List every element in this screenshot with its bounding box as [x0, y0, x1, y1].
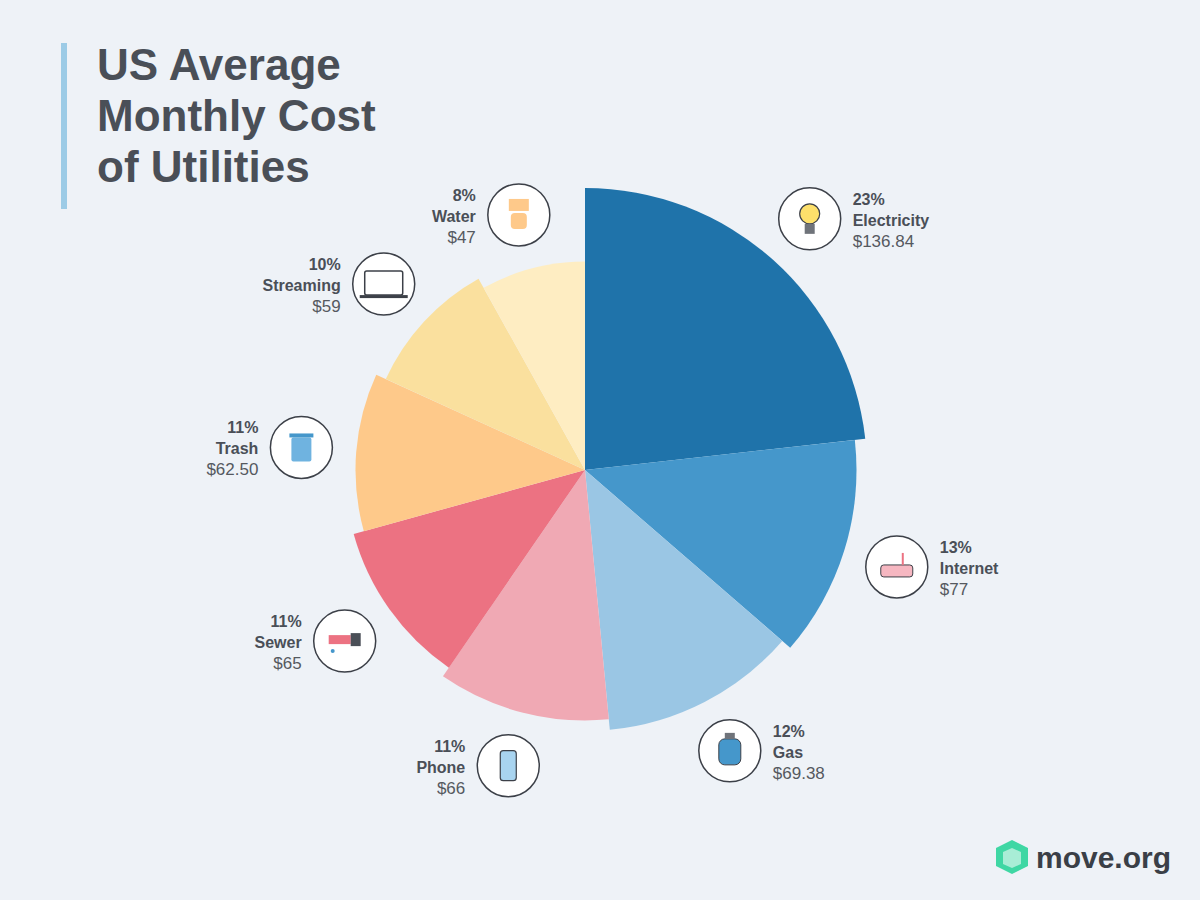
slice	[585, 188, 865, 470]
logo-icon	[996, 840, 1028, 874]
icon	[779, 188, 841, 250]
category-label: Electricity	[853, 212, 930, 229]
icon-part	[351, 633, 361, 646]
percent-label: 11%	[271, 613, 302, 630]
icon	[488, 184, 550, 246]
cost-label: $69.38	[773, 764, 825, 783]
cost-label: $65	[273, 654, 301, 673]
icon-circle	[866, 536, 928, 598]
percent-label: 11%	[434, 738, 465, 755]
icon	[353, 253, 415, 315]
icon-part	[329, 635, 351, 644]
icon-part	[365, 271, 403, 295]
icon-part	[719, 739, 741, 765]
icon-circle	[314, 610, 376, 672]
percent-label: 13%	[940, 539, 972, 556]
icon-part	[805, 224, 815, 234]
category-label: Trash	[216, 440, 259, 457]
icon-circle	[270, 416, 332, 478]
icon-circle	[699, 720, 761, 782]
icon-part	[881, 565, 913, 577]
percent-label: 23%	[853, 191, 885, 208]
percent-label: 8%	[453, 187, 476, 204]
icon-part	[511, 213, 527, 229]
source: move.org	[1036, 841, 1171, 874]
category-label: Streaming	[262, 277, 340, 294]
percent-label: 12%	[773, 723, 805, 740]
category-label: Internet	[940, 560, 999, 577]
cost-label: $136.84	[853, 232, 914, 251]
category-label: Gas	[773, 744, 803, 761]
percent-label: 11%	[227, 419, 258, 436]
category-label: Water	[432, 208, 476, 225]
logo-icon-inner	[1003, 848, 1021, 868]
icon-circle	[353, 253, 415, 315]
cost-label: $59	[312, 297, 340, 316]
category-label: Phone	[416, 759, 465, 776]
cost-label: $77	[940, 580, 968, 599]
cost-label: $62.50	[206, 460, 258, 479]
logo: move.org	[996, 840, 1171, 874]
slice	[585, 470, 782, 730]
percent-label: 10%	[309, 256, 341, 273]
pie	[354, 188, 866, 730]
background	[0, 0, 1200, 900]
cost-label: $47	[447, 228, 475, 247]
slice	[484, 262, 585, 471]
icon	[477, 735, 539, 797]
title: US AverageMonthly Costof Utilities	[97, 40, 376, 191]
icon-part	[509, 199, 529, 211]
icon-part	[800, 204, 820, 224]
icon	[866, 536, 928, 598]
icon-part	[902, 553, 904, 565]
icon-circle	[477, 735, 539, 797]
labels: 23% Electricity $136.84 13% Internet $77 12% Ga…	[206, 184, 999, 798]
icon	[699, 720, 761, 782]
icon-circle	[779, 188, 841, 250]
category-label: Sewer	[255, 634, 302, 651]
icon-part	[291, 437, 311, 461]
cost-label: $66	[437, 779, 465, 798]
icon	[314, 610, 376, 672]
chart: US AverageMonthly Costof Utilities 23% Ele…	[0, 0, 1200, 900]
icon-part	[500, 751, 516, 781]
icon-part	[725, 733, 735, 739]
icon-part	[360, 295, 408, 298]
icon-part	[289, 433, 313, 437]
icon-circle	[488, 184, 550, 246]
title-bar	[61, 43, 67, 209]
icon	[270, 416, 332, 478]
icon-part	[331, 649, 335, 653]
